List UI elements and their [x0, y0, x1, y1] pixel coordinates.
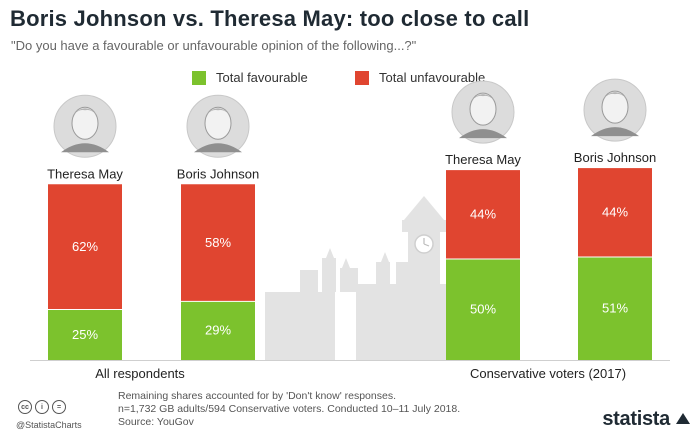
data-label-unfavourable: 44% — [602, 205, 628, 220]
data-label-favourable: 25% — [72, 327, 98, 342]
bar-unfavourable — [446, 170, 520, 259]
portrait-shoulders — [194, 143, 242, 153]
data-label-unfavourable: 62% — [72, 239, 98, 254]
chart-subtitle: "Do you have a favourable or unfavourabl… — [11, 38, 417, 53]
by-icon: i — [35, 400, 49, 414]
cc-icon: cc — [18, 400, 32, 414]
bar-name-label: Boris Johnson — [177, 166, 259, 181]
nd-icon: = — [52, 400, 66, 414]
portrait-shoulders — [459, 129, 507, 139]
portrait-face — [204, 106, 232, 140]
bar-name-label: Boris Johnson — [574, 150, 656, 165]
data-label-favourable: 50% — [470, 302, 496, 317]
bar-favourable — [181, 301, 255, 360]
license-icons: cc i = — [18, 400, 66, 414]
portrait-hair — [467, 94, 499, 107]
portrait-icon — [451, 80, 515, 144]
note-line: n=1,732 GB adults/594 Conservative voter… — [118, 403, 461, 415]
portrait-hair — [202, 108, 234, 121]
skyline-building — [402, 220, 446, 232]
data-label-unfavourable: 58% — [205, 235, 231, 250]
legend-swatch-favourable — [192, 70, 206, 85]
bar-favourable — [446, 259, 520, 360]
spire — [381, 252, 389, 262]
legend-label-favourable: Total favourable — [216, 70, 308, 85]
chart-title: Boris Johnson vs. Theresa May: too close… — [10, 6, 530, 31]
legend: Total favourable Total unfavourable — [0, 66, 700, 90]
legend-item-favourable: Total favourable — [192, 70, 308, 85]
portrait-shoulders — [61, 143, 109, 153]
bar-unfavourable — [48, 184, 122, 310]
note-line: Remaining shares accounted for by 'Don't… — [118, 390, 396, 402]
skyline-building — [376, 262, 390, 286]
chart-canvas: 25% 62% Theresa May 29% 58% Boris Johnson All … — [30, 78, 670, 381]
data-label-favourable: 51% — [602, 300, 628, 315]
skyline-building — [396, 262, 410, 286]
statista-handle: @StatistaCharts — [16, 420, 82, 430]
skyline-building — [340, 268, 358, 292]
westminster-skyline-illustration — [265, 196, 446, 360]
legend-swatch-unfavourable — [355, 70, 369, 85]
bar-favourable — [578, 256, 652, 360]
legend-item-unfavourable: Total unfavourable — [355, 70, 485, 85]
clock-tower-spire — [404, 196, 444, 220]
portrait-icon — [583, 78, 647, 142]
spire — [342, 258, 350, 268]
data-label-favourable: 29% — [205, 323, 231, 338]
bar-name-label: Theresa May — [445, 152, 521, 167]
portrait-hair — [69, 108, 101, 121]
portrait-face — [601, 90, 629, 124]
bar-layer: 25% 62% Theresa May 29% 58% Boris Johnson All … — [30, 78, 670, 381]
group-label: Conservative voters (2017) — [470, 366, 626, 381]
portrait-icon — [186, 94, 250, 158]
bar-name-label: Theresa May — [47, 166, 123, 181]
clock-hands — [423, 238, 430, 247]
bar-unfavourable — [181, 184, 255, 302]
source-notes: Remaining shares accounted for by 'Don't… — [118, 390, 460, 429]
portrait-face — [71, 106, 99, 140]
portrait-hair — [599, 92, 631, 105]
skyline-building — [265, 292, 335, 360]
skyline-building — [322, 258, 336, 292]
skyline-building — [300, 270, 318, 292]
source-line: Source: YouGov — [118, 416, 194, 428]
portrait-shoulders — [591, 127, 639, 137]
statista-logo-mark-icon — [676, 413, 690, 424]
legend-label-unfavourable: Total unfavourable — [379, 70, 486, 85]
data-label-unfavourable: 44% — [470, 207, 496, 222]
statista-logo[interactable]: statista — [602, 408, 670, 430]
footer: cc i = @StatistaCharts Remaining shares … — [0, 382, 700, 440]
portrait-face — [469, 92, 497, 126]
spire — [326, 248, 334, 258]
group-label: All respondents — [95, 366, 185, 381]
bar-favourable — [48, 309, 122, 360]
bar-unfavourable — [578, 168, 652, 257]
portrait-icon — [53, 94, 117, 158]
